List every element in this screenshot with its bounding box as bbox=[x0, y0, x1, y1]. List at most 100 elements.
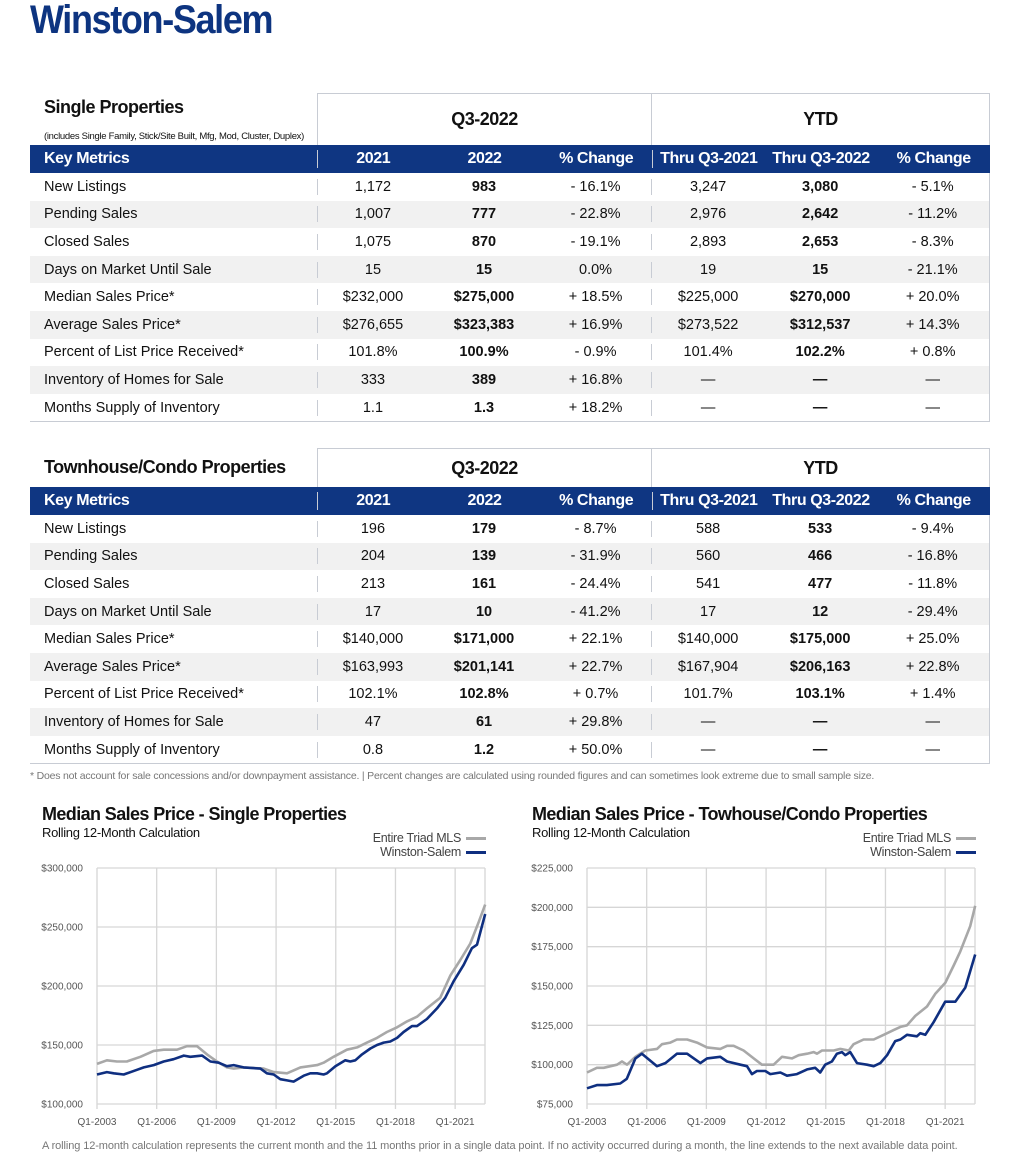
table-cell: 61 bbox=[475, 713, 493, 730]
table-cell: 139 bbox=[471, 548, 497, 565]
table-cell: 466 bbox=[808, 548, 833, 565]
table-header-row: Key Metrics 2021 2022 % Change Thru Q3-2021 T… bbox=[30, 145, 990, 173]
y-tick-label: $100,000 bbox=[41, 1100, 83, 1111]
metric-label: Average Sales Price* bbox=[44, 316, 181, 333]
table-row: Pending Sales 204 139 - 31.9% 560 466 - 16.8% bbox=[30, 542, 989, 571]
table-cell: + 0.8% bbox=[909, 344, 956, 361]
table-cell: 101.8% bbox=[316, 344, 429, 361]
table-cell: 0.8 bbox=[316, 741, 429, 758]
table-row: Median Sales Price* $140,000 $171,000 + 22.… bbox=[30, 625, 989, 653]
table-cell: $175,000 bbox=[789, 631, 851, 648]
table-cell: 12 bbox=[812, 603, 829, 620]
table-cell: + 14.3% bbox=[905, 316, 960, 333]
rolling-calculation-note: A rolling 12-month calculation represent… bbox=[42, 1140, 958, 1152]
table-cell: - 11.2% bbox=[908, 206, 958, 223]
metric-label: New Listings bbox=[44, 520, 127, 537]
table-cell: 870 bbox=[471, 233, 497, 250]
column-header: Thru Q3-2022 bbox=[772, 150, 870, 167]
table-cell: + 22.8% bbox=[905, 658, 960, 675]
table-cell: — bbox=[925, 399, 940, 416]
column-header: Key Metrics bbox=[44, 492, 130, 509]
table-cell: 0.0% bbox=[579, 261, 613, 278]
table-cell: - 0.9% bbox=[574, 344, 617, 361]
x-tick-label: Q1-2009 bbox=[197, 1117, 236, 1128]
table-body: New Listings 1,172 983 - 16.1% 3,247 3,080 - 5… bbox=[30, 173, 990, 423]
metric-label: Months Supply of Inventory bbox=[44, 741, 220, 758]
table-cell: 560 bbox=[651, 548, 764, 565]
x-tick-label: Q1-2015 bbox=[806, 1117, 845, 1128]
x-tick-label: Q1-2003 bbox=[568, 1117, 607, 1128]
table-title: Townhouse/Condo Properties bbox=[44, 457, 286, 477]
table-cell: - 5.1% bbox=[911, 178, 954, 195]
y-tick-label: $125,000 bbox=[531, 1021, 573, 1032]
table-row: Days on Market Until Sale 17 10 - 41.2% 17 12… bbox=[30, 597, 989, 626]
townhouse-median-price-chart: Median Sales Price - Towhouse/Condo Prop… bbox=[520, 804, 990, 1134]
series-line-entire-triad-mls bbox=[96, 904, 487, 1075]
table-cell: 101.4% bbox=[651, 344, 764, 361]
table-cell: 17 bbox=[651, 603, 764, 620]
series-line-winston-salem bbox=[586, 954, 977, 1090]
table-cell: + 1.4% bbox=[909, 686, 956, 703]
table-cell: — bbox=[925, 371, 940, 388]
table-cell: — bbox=[651, 741, 764, 758]
period-group-label: Q3-2022 bbox=[317, 93, 652, 145]
table-cell: 101.7% bbox=[651, 686, 764, 703]
table-cell: 103.1% bbox=[795, 686, 845, 703]
table-cell: - 21.1% bbox=[907, 261, 958, 278]
table-cell: + 18.2% bbox=[568, 399, 623, 416]
x-tick-label: Q1-2021 bbox=[436, 1117, 475, 1128]
table-cell: 389 bbox=[471, 371, 497, 388]
table-cell: - 19.1% bbox=[570, 233, 621, 250]
column-header: 2021 bbox=[316, 492, 429, 510]
chart-title: Median Sales Price - Single Properties bbox=[42, 804, 347, 824]
metric-label: Percent of List Price Received* bbox=[44, 344, 244, 361]
column-header: % Change bbox=[559, 150, 634, 167]
table-cell: 1.2 bbox=[473, 741, 495, 758]
column-header: % Change bbox=[559, 492, 634, 509]
column-header: Thru Q3-2021 bbox=[651, 150, 765, 168]
metric-label: Closed Sales bbox=[44, 233, 130, 250]
table-cell: - 16.1% bbox=[570, 178, 621, 195]
legend-label: Entire Triad MLS bbox=[372, 831, 462, 845]
table-cell: $275,000 bbox=[453, 289, 515, 306]
table-cell: $225,000 bbox=[651, 289, 764, 306]
y-tick-label: $150,000 bbox=[531, 982, 573, 993]
series-line-entire-triad-mls bbox=[586, 905, 977, 1074]
chart-subtitle: Rolling 12-Month Calculation bbox=[42, 825, 200, 840]
table-cell: 17 bbox=[316, 603, 429, 620]
metric-label: Closed Sales bbox=[44, 575, 130, 592]
table-cell: — bbox=[651, 371, 764, 388]
table-cell: 19 bbox=[651, 261, 764, 278]
table-cell: 100.9% bbox=[459, 344, 509, 361]
table-cell: 15 bbox=[475, 261, 493, 278]
table-cell: $206,163 bbox=[789, 658, 851, 675]
y-tick-label: $300,000 bbox=[41, 864, 83, 875]
legend-label: Winston-Salem bbox=[380, 845, 461, 859]
legend-label: Entire Triad MLS bbox=[862, 831, 952, 845]
table-cell: $167,904 bbox=[651, 658, 764, 675]
x-tick-label: Q1-2006 bbox=[137, 1117, 176, 1128]
table-cell: - 8.3% bbox=[911, 233, 954, 250]
table-cell: 1.1 bbox=[316, 399, 429, 416]
table-cell: — bbox=[651, 399, 764, 416]
table-cell: — bbox=[812, 399, 828, 416]
table-body: New Listings 196 179 - 8.7% 588 533 - 9.4% Pend… bbox=[30, 515, 990, 765]
ytd-group-label: YTD bbox=[652, 93, 990, 145]
column-header: % Change bbox=[896, 150, 972, 167]
table-cell: 777 bbox=[471, 206, 497, 223]
table-cell: + 22.7% bbox=[568, 658, 623, 675]
legend-item: Entire Triad MLS bbox=[863, 831, 976, 845]
table-cell: 102.8% bbox=[459, 686, 509, 703]
table-cell: $232,000 bbox=[316, 289, 429, 306]
table-row: Percent of List Price Received* 101.8% 100… bbox=[30, 339, 989, 367]
table-cell: + 29.8% bbox=[568, 713, 623, 730]
x-tick-label: Q1-2006 bbox=[627, 1117, 666, 1128]
metric-label: Median Sales Price* bbox=[44, 631, 175, 648]
y-tick-label: $75,000 bbox=[537, 1100, 574, 1111]
table-row: Months Supply of Inventory 1.1 1.3 + 18.2% —… bbox=[30, 394, 989, 422]
column-header: % Change bbox=[896, 492, 972, 509]
page-title: Winston-Salem bbox=[30, 0, 274, 42]
table-row: Months Supply of Inventory 0.8 1.2 + 50.0% —… bbox=[30, 736, 989, 764]
table-cell: $171,000 bbox=[453, 631, 515, 648]
legend-item: Entire Triad MLS bbox=[373, 831, 486, 845]
